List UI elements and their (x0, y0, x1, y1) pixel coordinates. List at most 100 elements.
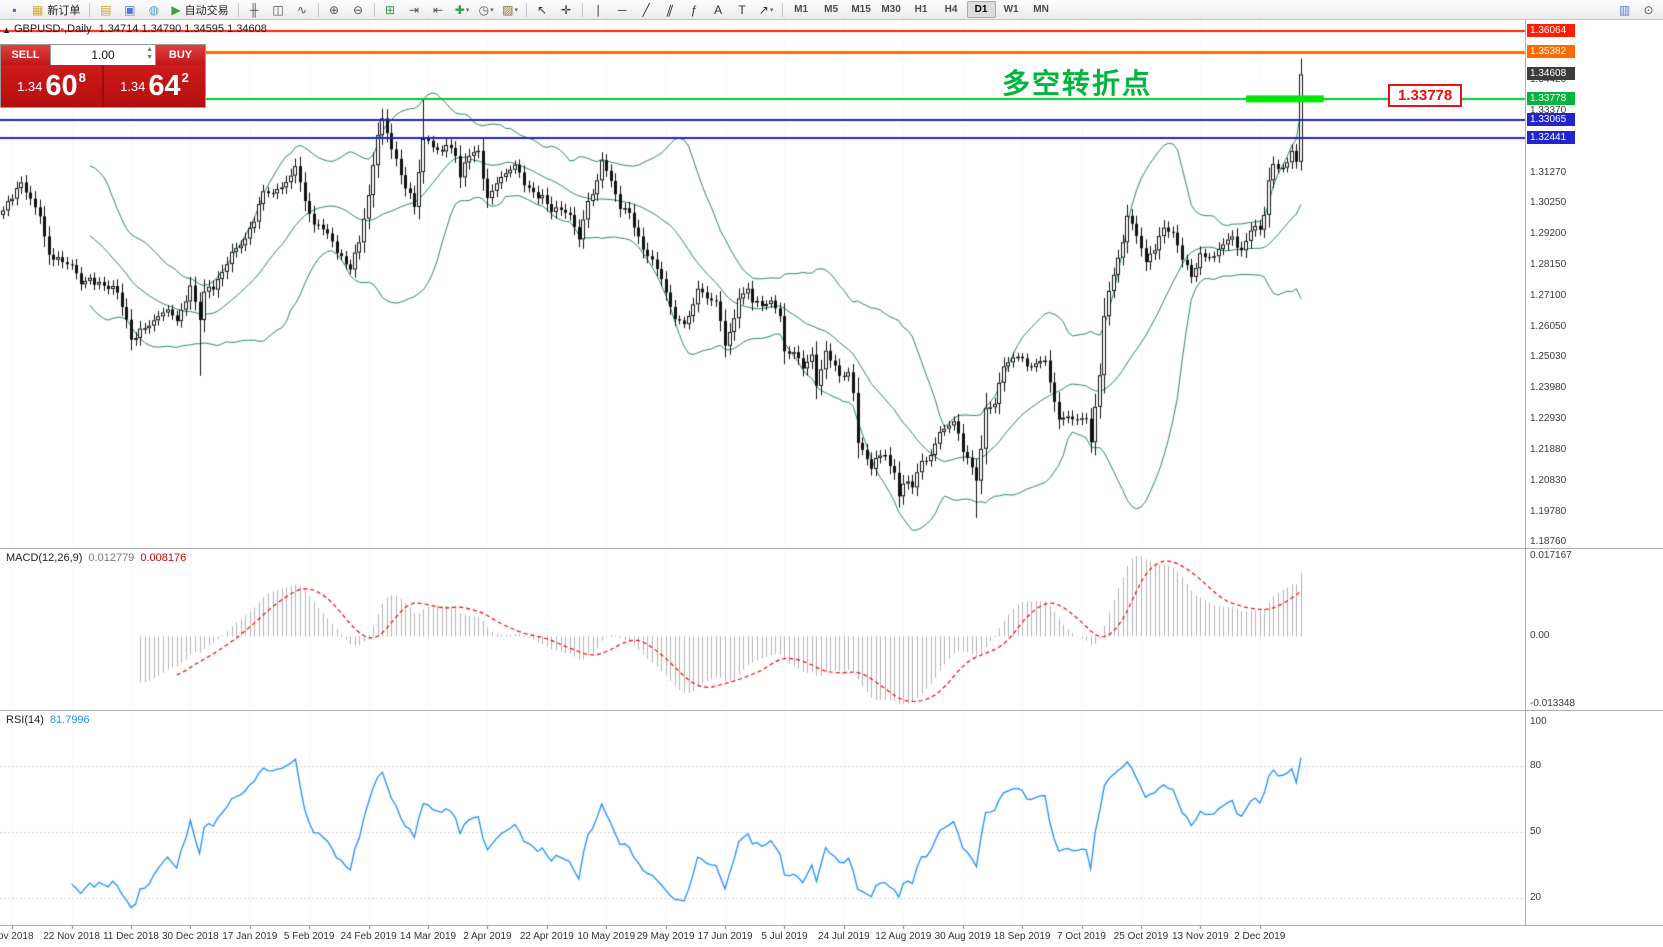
rsi-value: 81.7996 (49, 714, 90, 726)
price-tag: 1.32441 (1527, 131, 1575, 145)
line-chart-icon-button[interactable]: ∿ (291, 0, 314, 19)
price-tag: 1.36064 (1527, 24, 1575, 38)
text-label-icon-glyph: T (738, 2, 746, 17)
text-icon-button[interactable]: A (707, 0, 730, 19)
buy-price-button[interactable]: 1.34 64 2 (104, 65, 205, 107)
volume-value: 1.00 (91, 48, 115, 62)
text-icon-glyph: A (714, 2, 723, 17)
dropdown-caret-icon[interactable]: ▾ (514, 6, 518, 14)
trade-panel-collapse-button[interactable]: ▲ (2, 25, 11, 35)
dropdown-caret-icon[interactable]: ▾ (465, 6, 470, 14)
crosshair-icon-glyph: ✛ (561, 2, 572, 17)
time-axis-label: 17 Jan 2019 (222, 931, 278, 942)
sell-price-button[interactable]: 1.34 60 8 (1, 65, 102, 107)
new-order-button-label: 新订单 (47, 4, 81, 17)
chart-shift-icon-button[interactable]: ⇤ (427, 0, 450, 19)
crosshair-icon-button[interactable]: ✛ (555, 0, 578, 19)
profile-icon-button[interactable]: ▣ (118, 0, 141, 19)
timeframe-h4[interactable]: H4 (944, 4, 958, 15)
community-icon-button[interactable]: ◍ (142, 0, 165, 19)
time-axis-label: 2 Dec 2019 (1234, 931, 1286, 942)
sell-price-prefix: 1.34 (17, 78, 43, 94)
zoom-out-icon-button[interactable]: ⊖ (347, 0, 370, 19)
time-axis-label: 12 Aug 2019 (875, 931, 932, 942)
search-icon-button[interactable]: ⊙ (1637, 0, 1660, 19)
price-scale-label: 1.28150 (1530, 259, 1567, 271)
templates-icon-button[interactable]: ▨ ▾ (499, 0, 522, 19)
price-scale-label: 1.25030 (1530, 351, 1567, 363)
new-order-button[interactable]: ▦ 新订单 (27, 1, 85, 18)
rsi-scale-label: 20 (1530, 892, 1542, 903)
autotrading-button[interactable]: ▶ 自动交易 (166, 1, 233, 18)
chart-menu-icon-glyph: ▪ (12, 2, 17, 17)
channel-icon-button[interactable]: ∥ (659, 0, 682, 19)
chart-menu-icon[interactable]: ▪ (3, 0, 26, 19)
zoom-in-icon-button[interactable]: ⊕ (323, 0, 346, 19)
timeframe-m5[interactable]: M5 (824, 4, 839, 15)
tile-windows-icon-button[interactable]: ⊞ (379, 0, 402, 19)
timeframe-m1[interactable]: M1 (794, 4, 809, 15)
price-scale-label: 1.23980 (1530, 382, 1567, 394)
timeframe-d1[interactable]: D1 (966, 1, 996, 18)
rsi-scale-label: 50 (1530, 826, 1542, 837)
price-scale-label: 1.27100 (1530, 290, 1567, 302)
time-axis-label: 29 May 2019 (636, 931, 695, 942)
volume-input[interactable]: 1.00 ▲ ▼ (50, 45, 156, 65)
bar-chart-icon-button[interactable]: ╫ (243, 0, 266, 19)
timeframe-mn[interactable]: MN (1033, 4, 1049, 15)
fibonacci-icon-button[interactable]: ƒ (683, 0, 706, 19)
sell-button[interactable]: SELL (1, 45, 50, 65)
indicators-icon-button[interactable]: ✚ ▾ (451, 0, 474, 19)
chart-window-icon-button[interactable]: ▤ (94, 0, 117, 19)
horizontal-line-icon-button[interactable]: ─ (611, 0, 634, 19)
trendline-icon-button[interactable]: ╱ (635, 0, 658, 19)
rsi-scale-label: 100 (1530, 716, 1547, 727)
timeframe-m30[interactable]: M30 (881, 4, 901, 15)
channel-icon-glyph: ∥ (664, 2, 676, 17)
zoom-in-icon-glyph: ⊕ (329, 2, 340, 17)
toolbar-separator (581, 2, 583, 17)
autotrading-button-label: 自动交易 (184, 4, 229, 17)
dropdown-caret-icon[interactable]: ▾ (490, 6, 494, 14)
toolbar-separator (317, 2, 319, 17)
horizontal-line-icon-glyph: ─ (617, 2, 627, 17)
time-axis-label: 10 May 2019 (577, 931, 636, 942)
cursor-icon-button[interactable]: ↖ (531, 0, 554, 19)
time-axis-label: 22 Nov 2018 (43, 931, 100, 942)
timeframe-h1[interactable]: H1 (914, 4, 928, 15)
text-label-icon-button[interactable]: T (731, 0, 754, 19)
arrows-icon-button[interactable]: ↗ ▾ (755, 0, 778, 19)
chart-title: GBPUSD-,Daily 1.34714 1.34790 1.34595 1.3… (14, 23, 267, 35)
auto-scroll-icon-button[interactable]: ⇥ (403, 0, 426, 19)
buy-price-big: 64 (148, 70, 181, 102)
candlestick-chart-icon-button[interactable]: ◫ (267, 0, 290, 19)
panel-divider-macd[interactable] (0, 548, 1663, 549)
volume-spinner[interactable]: ▲ ▼ (146, 46, 153, 61)
price-scale[interactable] (1526, 20, 1663, 925)
new-chart-icon-button[interactable]: ▥ (1613, 0, 1636, 19)
templates-icon-glyph: ▨ (502, 2, 514, 17)
zoom-out-icon-glyph: ⊖ (353, 2, 364, 17)
time-axis-label: 30 Aug 2019 (934, 931, 991, 942)
sell-price-big: 60 (45, 70, 78, 102)
rsi-scale-label: 80 (1530, 760, 1542, 771)
price-tag: 1.33065 (1527, 112, 1575, 126)
periods-icon-button[interactable]: ◷ ▾ (475, 0, 498, 19)
dropdown-caret-icon[interactable]: ▾ (769, 6, 774, 14)
vertical-line-icon-button[interactable]: ∣ (587, 0, 610, 19)
buy-button[interactable]: BUY (156, 45, 205, 65)
panel-divider-rsi[interactable] (0, 710, 1663, 711)
buy-price-prefix: 1.34 (120, 78, 146, 94)
toolbar-separator (373, 2, 375, 17)
time-axis-label: 30 Dec 2018 (162, 931, 219, 942)
timeframe-w1[interactable]: W1 (1003, 4, 1019, 15)
rsi-indicator-label: RSI(14) 81.7996 (6, 714, 90, 726)
buy-price-pip: 2 (181, 70, 189, 85)
community-icon-glyph: ◍ (148, 2, 160, 17)
time-axis-label: 18 Sep 2019 (993, 931, 1051, 942)
time-axis-label: Nov 2018 (0, 931, 34, 942)
timeframe-m15[interactable]: M15 (851, 4, 871, 15)
price-scale-border (1525, 20, 1526, 925)
